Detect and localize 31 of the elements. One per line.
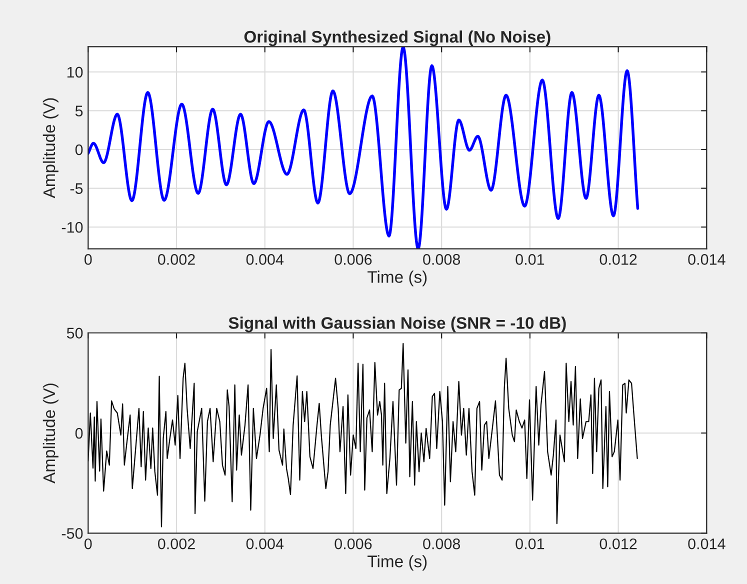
y-tick-label: 10 bbox=[67, 66, 83, 78]
x-axis-title: Time (s) bbox=[368, 555, 427, 571]
y-tick-label: -5 bbox=[70, 183, 83, 194]
x-tick-label: 0.014 bbox=[688, 254, 726, 265]
x-tick-label: 0.004 bbox=[246, 538, 284, 550]
x-tick-label: 0.006 bbox=[334, 538, 372, 550]
chart-title: Signal with Gaussian Noise (SNR = -10 dB) bbox=[228, 316, 566, 332]
x-tick-label: 0.014 bbox=[688, 538, 726, 550]
y-axis-title: Amplitude (V) bbox=[42, 98, 58, 198]
chart-title: Original Synthesized Signal (No Noise) bbox=[244, 30, 550, 46]
x-axis-title: Time (s) bbox=[368, 270, 427, 286]
x-tick-label: 0.004 bbox=[246, 254, 284, 265]
x-tick-label: 0.01 bbox=[516, 538, 544, 550]
y-tick-label: 50 bbox=[66, 328, 83, 339]
x-tick-label: 0.006 bbox=[334, 254, 372, 265]
y-axis-title: Amplitude (V) bbox=[42, 384, 58, 484]
x-tick-label: 0 bbox=[84, 538, 92, 550]
x-tick-label: 0.012 bbox=[600, 254, 637, 265]
x-tick-label: 0.012 bbox=[600, 538, 637, 550]
x-tick-label: 0.008 bbox=[423, 538, 460, 550]
x-tick-label: 0.002 bbox=[158, 254, 195, 265]
y-tick-label: 0 bbox=[75, 144, 83, 156]
y-tick-label: -50 bbox=[62, 528, 83, 539]
x-tick-label: 0.002 bbox=[158, 538, 195, 550]
y-tick-label: -10 bbox=[62, 222, 83, 233]
y-tick-label: 0 bbox=[75, 428, 83, 439]
x-tick-label: 0.01 bbox=[516, 254, 544, 265]
x-tick-label: 0.008 bbox=[423, 254, 460, 265]
line-series bbox=[88, 342, 638, 528]
y-tick-label: 5 bbox=[75, 106, 83, 116]
x-tick-label: 0 bbox=[84, 254, 92, 265]
